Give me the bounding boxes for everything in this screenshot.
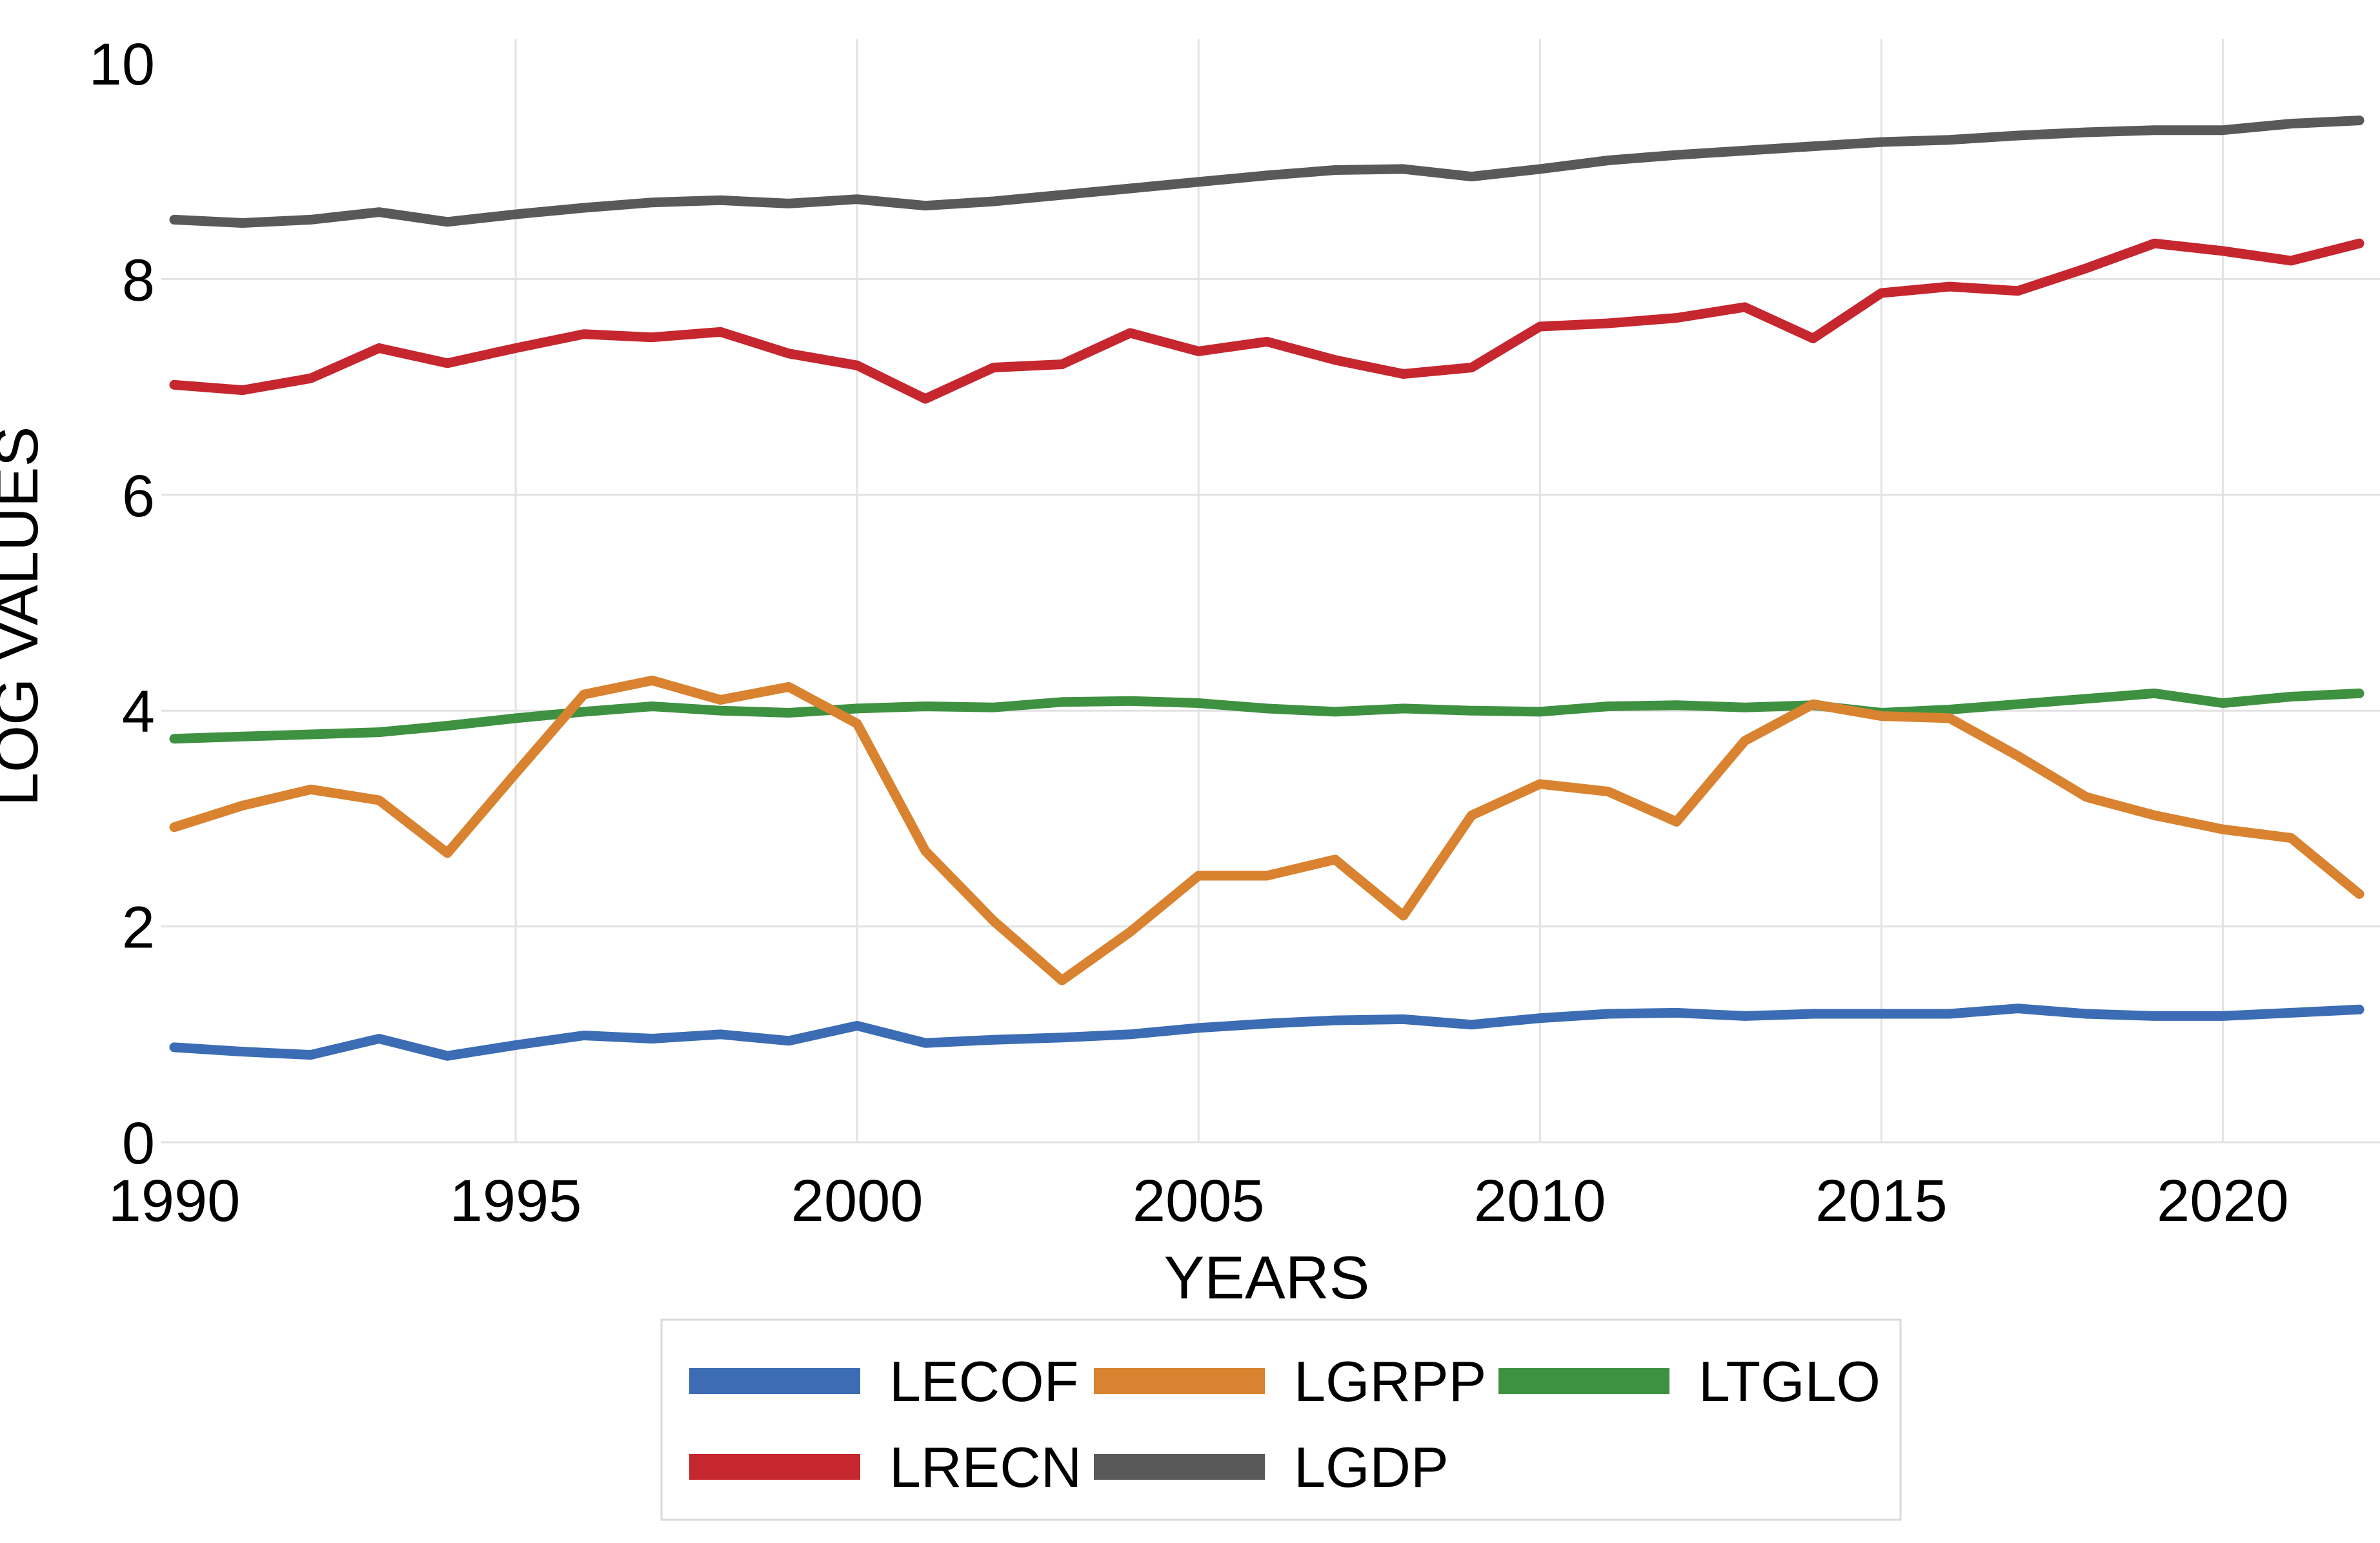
series-line-lecof	[169, 1003, 2365, 1061]
legend-item-lrecn: LRECN	[689, 1435, 1082, 1499]
legend: LECOF LGRPP LTGLO LRECN LGDP	[660, 1318, 1902, 1521]
y-tick-label: 0	[122, 1111, 155, 1176]
legend-item-lgdp: LGDP	[1094, 1435, 1449, 1499]
legend-swatch-lgrpp	[1094, 1368, 1265, 1394]
x-tick-label: 1990	[108, 1168, 241, 1234]
series-lines	[169, 116, 2365, 1061]
series-line-lgdp	[169, 116, 2365, 228]
legend-swatch-lrecn	[689, 1454, 860, 1480]
series-line-lgrpp	[169, 675, 2365, 985]
x-tick-label: 2005	[1133, 1168, 1265, 1234]
x-axis-title: YEARS	[1164, 1244, 1370, 1311]
legend-label: LGDP	[1294, 1435, 1449, 1499]
y-tick-label: 4	[122, 679, 155, 745]
legend-label: LGRPP	[1294, 1349, 1486, 1413]
y-tick-label: 2	[122, 895, 155, 961]
legend-swatch-ltglo	[1498, 1368, 1669, 1394]
legend-item-lgrpp: LGRPP	[1094, 1349, 1486, 1413]
y-tick-label: 10	[89, 32, 155, 97]
legend-label: LRECN	[889, 1435, 1082, 1499]
y-axis-title: LOG VALUES	[0, 427, 50, 807]
x-tick-label: 2010	[1474, 1168, 1606, 1234]
legend-item-ltglo: LTGLO	[1498, 1349, 1881, 1413]
y-tick-label: 6	[122, 463, 155, 529]
legend-swatch-lgdp	[1094, 1454, 1265, 1480]
x-tick-label: 2000	[791, 1168, 923, 1234]
legend-label: LTGLO	[1699, 1349, 1881, 1413]
legend-item-lecof: LECOF	[689, 1349, 1078, 1413]
series-line-ltglo	[169, 688, 2365, 744]
gridlines	[161, 39, 2380, 1144]
legend-box	[660, 1318, 1902, 1521]
x-tick-label: 2020	[2157, 1168, 2289, 1234]
legend-swatch-lecof	[689, 1368, 860, 1394]
y-axis-tick-labels: 0 2 4 6 8 10	[89, 32, 155, 1176]
y-tick-label: 8	[122, 247, 155, 313]
x-tick-label: 2015	[1815, 1168, 1948, 1234]
x-axis-tick-labels: 1990 1995 2000 2005 2010 2015 2020	[108, 1168, 2289, 1234]
series-line-lrecn	[169, 238, 2365, 404]
legend-label: LECOF	[889, 1349, 1078, 1413]
x-tick-label: 1995	[450, 1168, 582, 1234]
